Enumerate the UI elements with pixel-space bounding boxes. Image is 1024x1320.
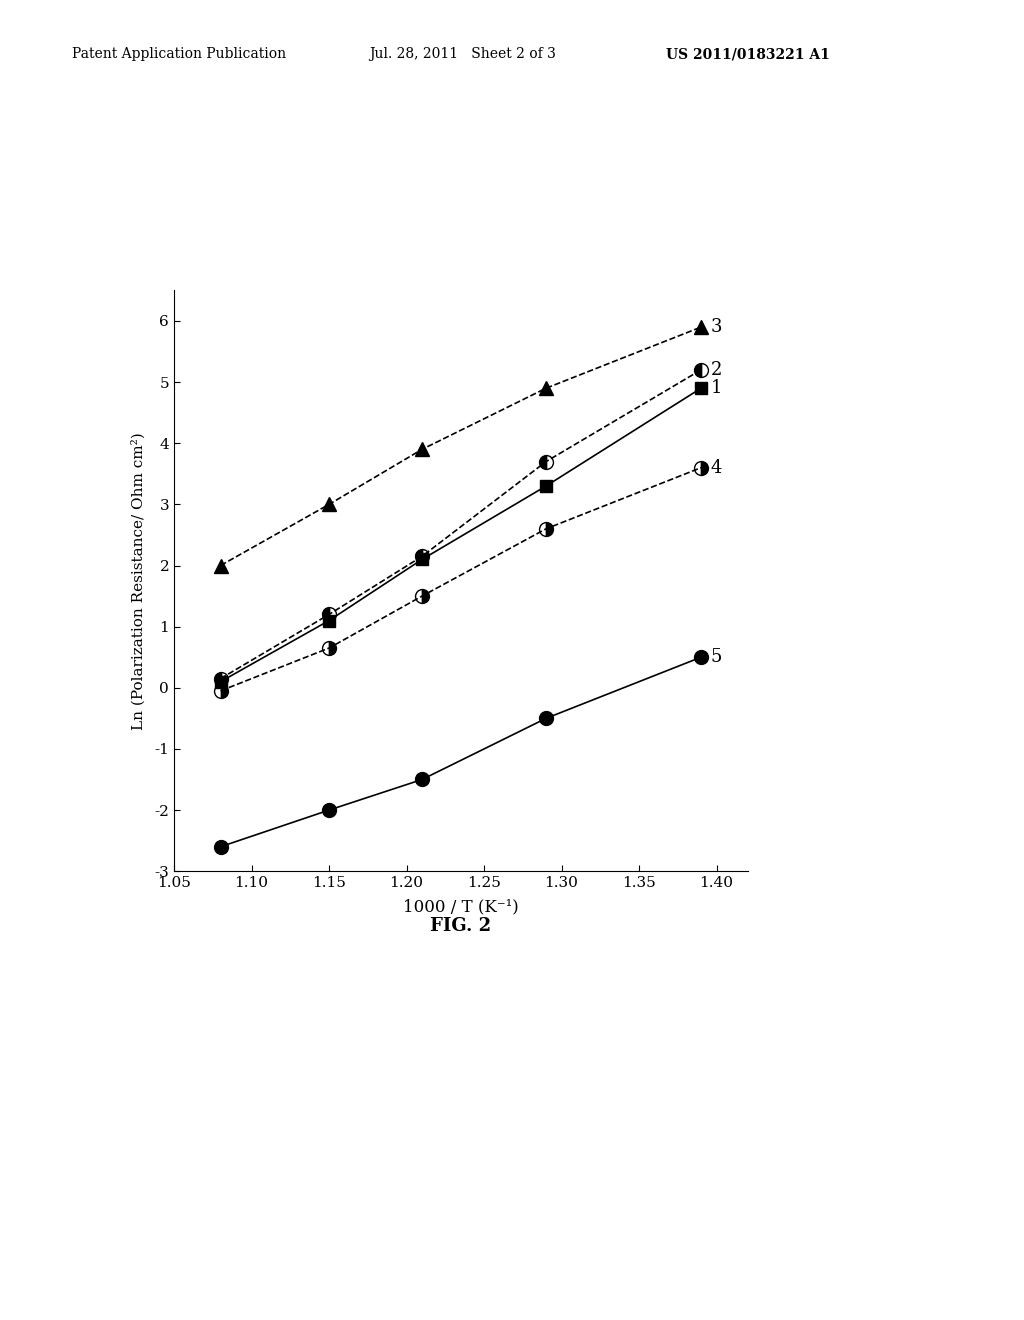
- Text: 1: 1: [711, 379, 722, 397]
- Text: 4: 4: [711, 458, 722, 477]
- Text: 5: 5: [711, 648, 722, 667]
- X-axis label: 1000 / T (K⁻¹): 1000 / T (K⁻¹): [402, 899, 519, 915]
- Text: US 2011/0183221 A1: US 2011/0183221 A1: [666, 48, 829, 61]
- Text: FIG. 2: FIG. 2: [430, 916, 492, 935]
- Y-axis label: Ln (Polarization Resistance/ Ohm cm²): Ln (Polarization Resistance/ Ohm cm²): [132, 432, 146, 730]
- Text: Jul. 28, 2011   Sheet 2 of 3: Jul. 28, 2011 Sheet 2 of 3: [369, 48, 555, 61]
- Text: Patent Application Publication: Patent Application Publication: [72, 48, 286, 61]
- Text: 2: 2: [711, 360, 722, 379]
- Text: 3: 3: [711, 318, 722, 337]
